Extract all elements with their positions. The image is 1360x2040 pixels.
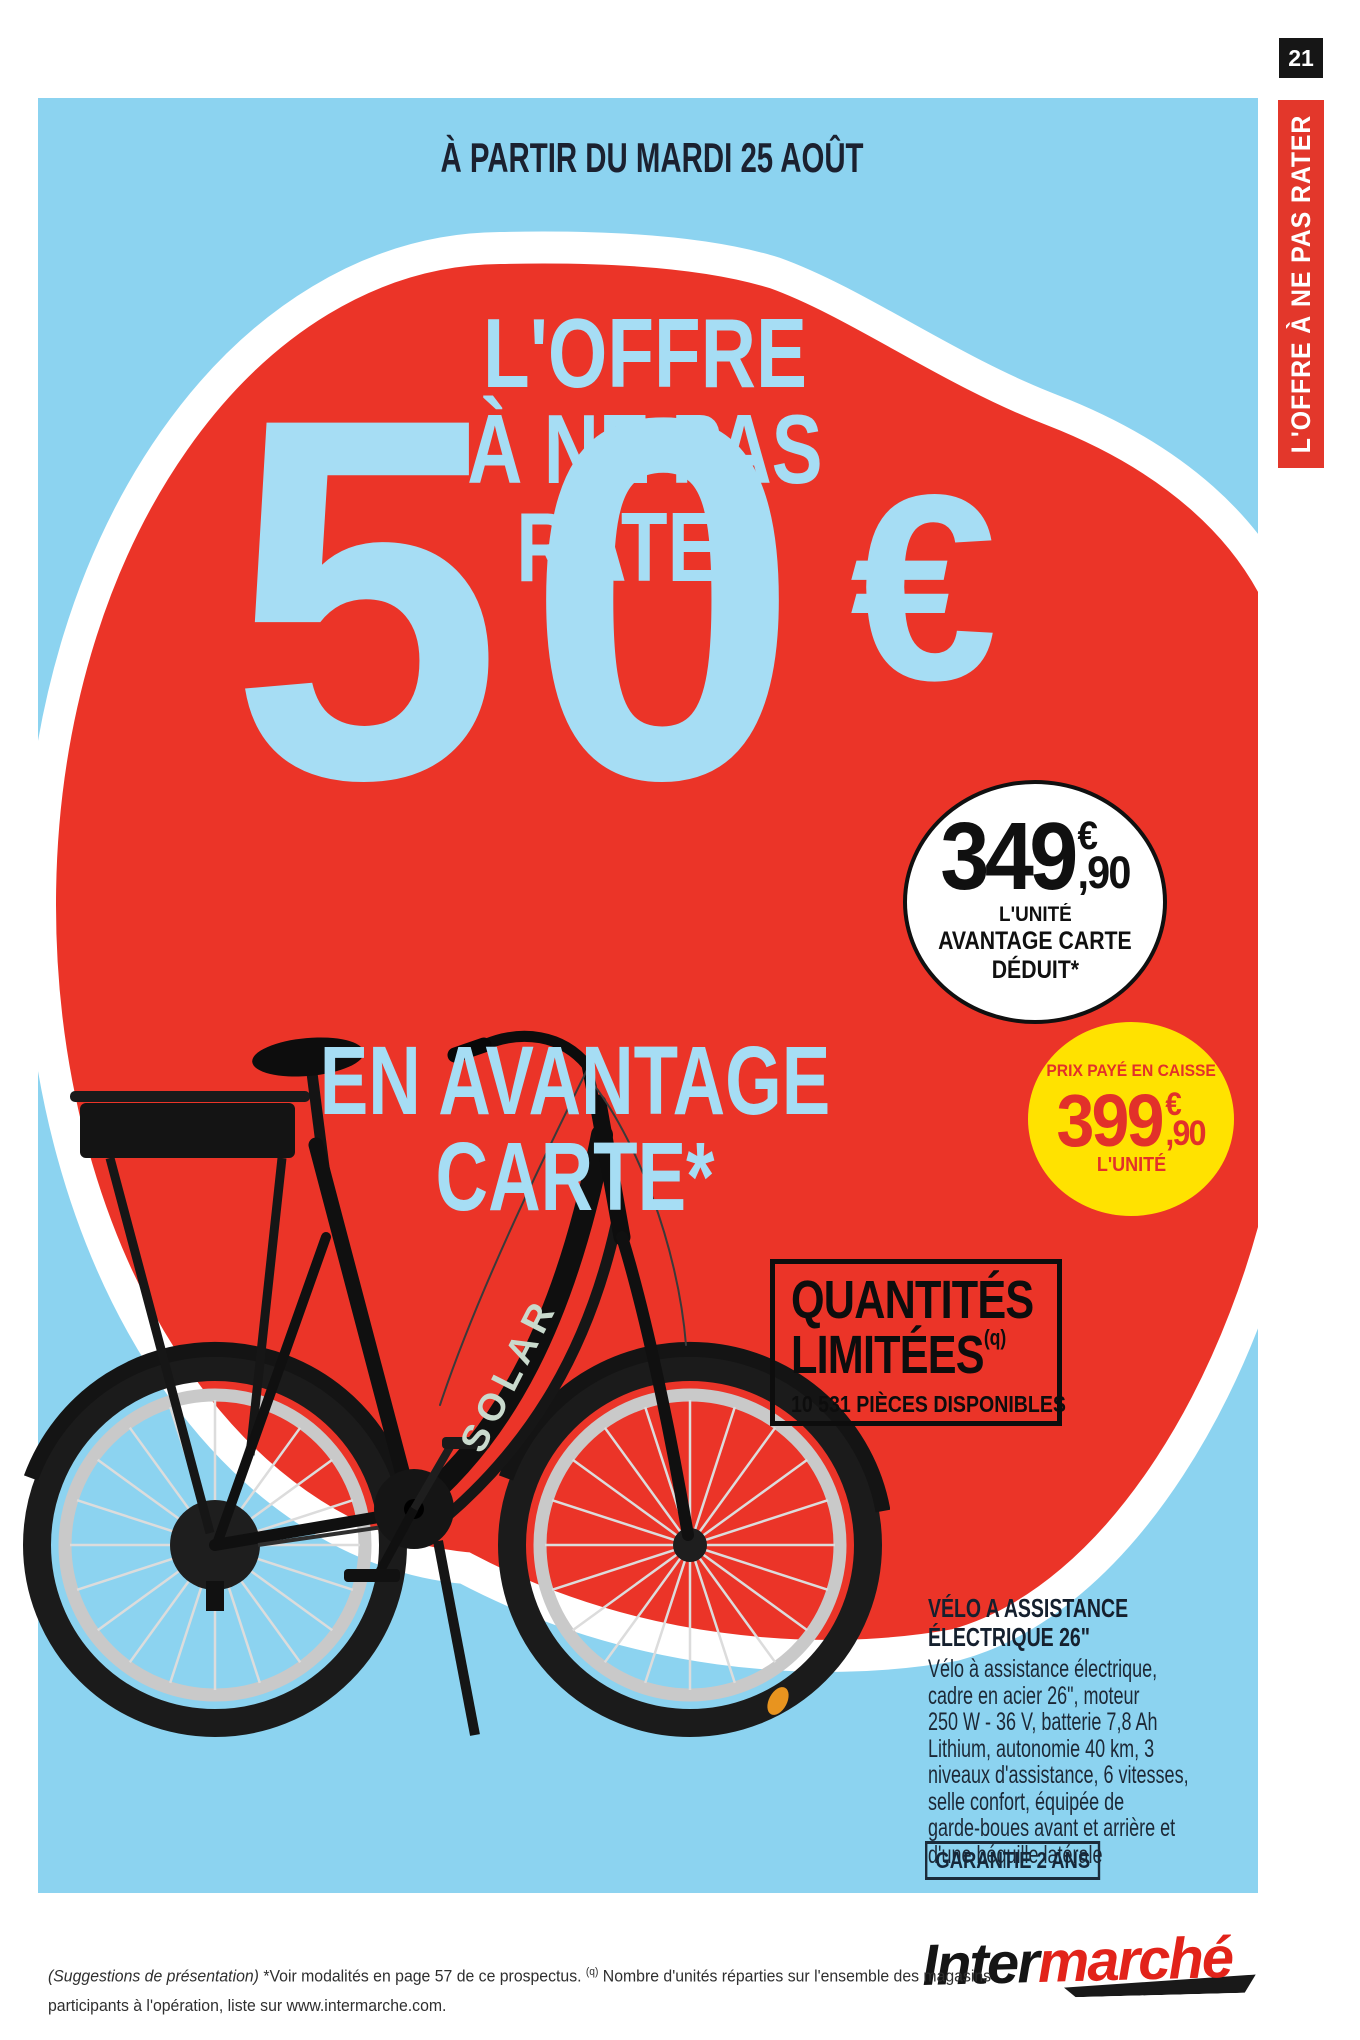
side-banner: L'OFFRE À NE PAS RATER [1278, 100, 1324, 468]
unit-price: 349 € ,90 [940, 802, 1132, 910]
wheel-reflector [767, 1687, 789, 1715]
euro-icon: € [1077, 813, 1099, 858]
checkout-price-cents: ,90 [1165, 1114, 1207, 1154]
drivetrain [206, 1437, 490, 1736]
page-number-badge: 21 [1279, 38, 1323, 78]
unit-price-badge: 349 € ,90 L'UNITÉ AVANTAGE CARTE DÉDUIT* [903, 780, 1167, 1024]
page-number: 21 [1288, 44, 1314, 71]
unit-price-note-line1: AVANTAGE CARTE [938, 927, 1132, 956]
rear-fender [23, 1341, 416, 1513]
logo-text-red: marché [1036, 1924, 1233, 1996]
derailleur [206, 1581, 224, 1611]
description-line: Lithium, autonomie 40 km, 3 [928, 1734, 1155, 1763]
product-description: VÉLO A ASSISTANCE ÉLECTRIQUE 26" Vélo à … [928, 1593, 1268, 1868]
checkout-price-title: PRIX PAYÉ EN CAISSE [1046, 1060, 1216, 1080]
battery-rack [70, 1091, 310, 1535]
offer-amount: 50 [230, 312, 824, 887]
offer-start-date: À PARTIR DU MARDI 25 AOÛT [440, 134, 864, 181]
checkout-price-unit-label: L'UNITÉ [1096, 1154, 1166, 1177]
quantities-footnote-mark: (q) [983, 1324, 1007, 1350]
offer-currency: € [850, 440, 998, 736]
offer-headline-line3: EN AVANTAGE [319, 1026, 831, 1135]
description-line: selle confort, équipée de [928, 1787, 1125, 1816]
red-offer-blob [38, 231, 1258, 1672]
unit-price-unit-label: L'UNITÉ [998, 903, 1072, 927]
checkout-price: 399 € ,90 [1056, 1078, 1207, 1162]
limited-quantities-box: QUANTITÉS LIMITÉES(q) 10 531 PIÈCES DISP… [770, 1259, 1066, 1426]
quantities-line2: LIMITÉES(q) [791, 1324, 1007, 1385]
euro-icon: € [1165, 1085, 1183, 1122]
checkout-price-integer: 399 [1056, 1078, 1165, 1162]
side-banner-label: L'OFFRE À NE PAS RATER [1285, 114, 1316, 454]
unit-price-cents: ,90 [1077, 846, 1132, 898]
offer-headline-line4: CARTE* [435, 1122, 715, 1231]
front-wheel [498, 1353, 882, 1737]
legal-footnote: (Suggestions de présentation) *Voir moda… [48, 1958, 991, 2020]
description-line: Vélo à assistance électrique, [928, 1655, 1158, 1684]
checkout-price-badge: PRIX PAYÉ EN CAISSE 399 € ,90 L'UNITÉ [1028, 1022, 1234, 1216]
legal-line1: (Suggestions de présentation) *Voir moda… [48, 1966, 992, 1986]
handlebar [439, 1030, 687, 1406]
product-title-line1: VÉLO A ASSISTANCE [928, 1593, 1129, 1623]
description-line: cadre en acier 26", moteur [928, 1681, 1140, 1710]
description-line: niveaux d'assistance, 6 vitesses, [928, 1761, 1189, 1790]
product-title-line2: ÉLECTRIQUE 26" [928, 1622, 1091, 1653]
front-fender [498, 1341, 890, 1513]
quantities-line1: QUANTITÉS [791, 1270, 1034, 1330]
offer-headline-line1: L'OFFRE [483, 298, 807, 408]
footnote-mark: (q) [585, 1966, 599, 1978]
description-line: d'une béquille latérale [928, 1840, 1103, 1869]
product-description-body: Vélo à assistance électrique, cadre en ac… [928, 1656, 1268, 1868]
unit-price-integer: 349 [940, 802, 1078, 910]
kickstand [433, 1540, 480, 1736]
legal-line2: participants à l'opération, liste sur ww… [48, 1995, 447, 2015]
frame [209, 1094, 694, 1551]
unit-price-note-line2: DÉDUIT* [991, 956, 1079, 985]
offer-headline-line2: À NE PAS RATER [467, 394, 823, 602]
warranty-badge: GARANTIE 2 ANS [925, 1841, 1101, 1880]
description-line: garde-boues avant et arrière et [928, 1814, 1176, 1843]
pieces-available: 10 531 PIÈCES DISPONIBLES [791, 1390, 1066, 1417]
description-line: 250 W - 36 V, batterie 7,8 Ah [928, 1708, 1158, 1737]
ebike-image: SOLAR [23, 1030, 890, 1737]
